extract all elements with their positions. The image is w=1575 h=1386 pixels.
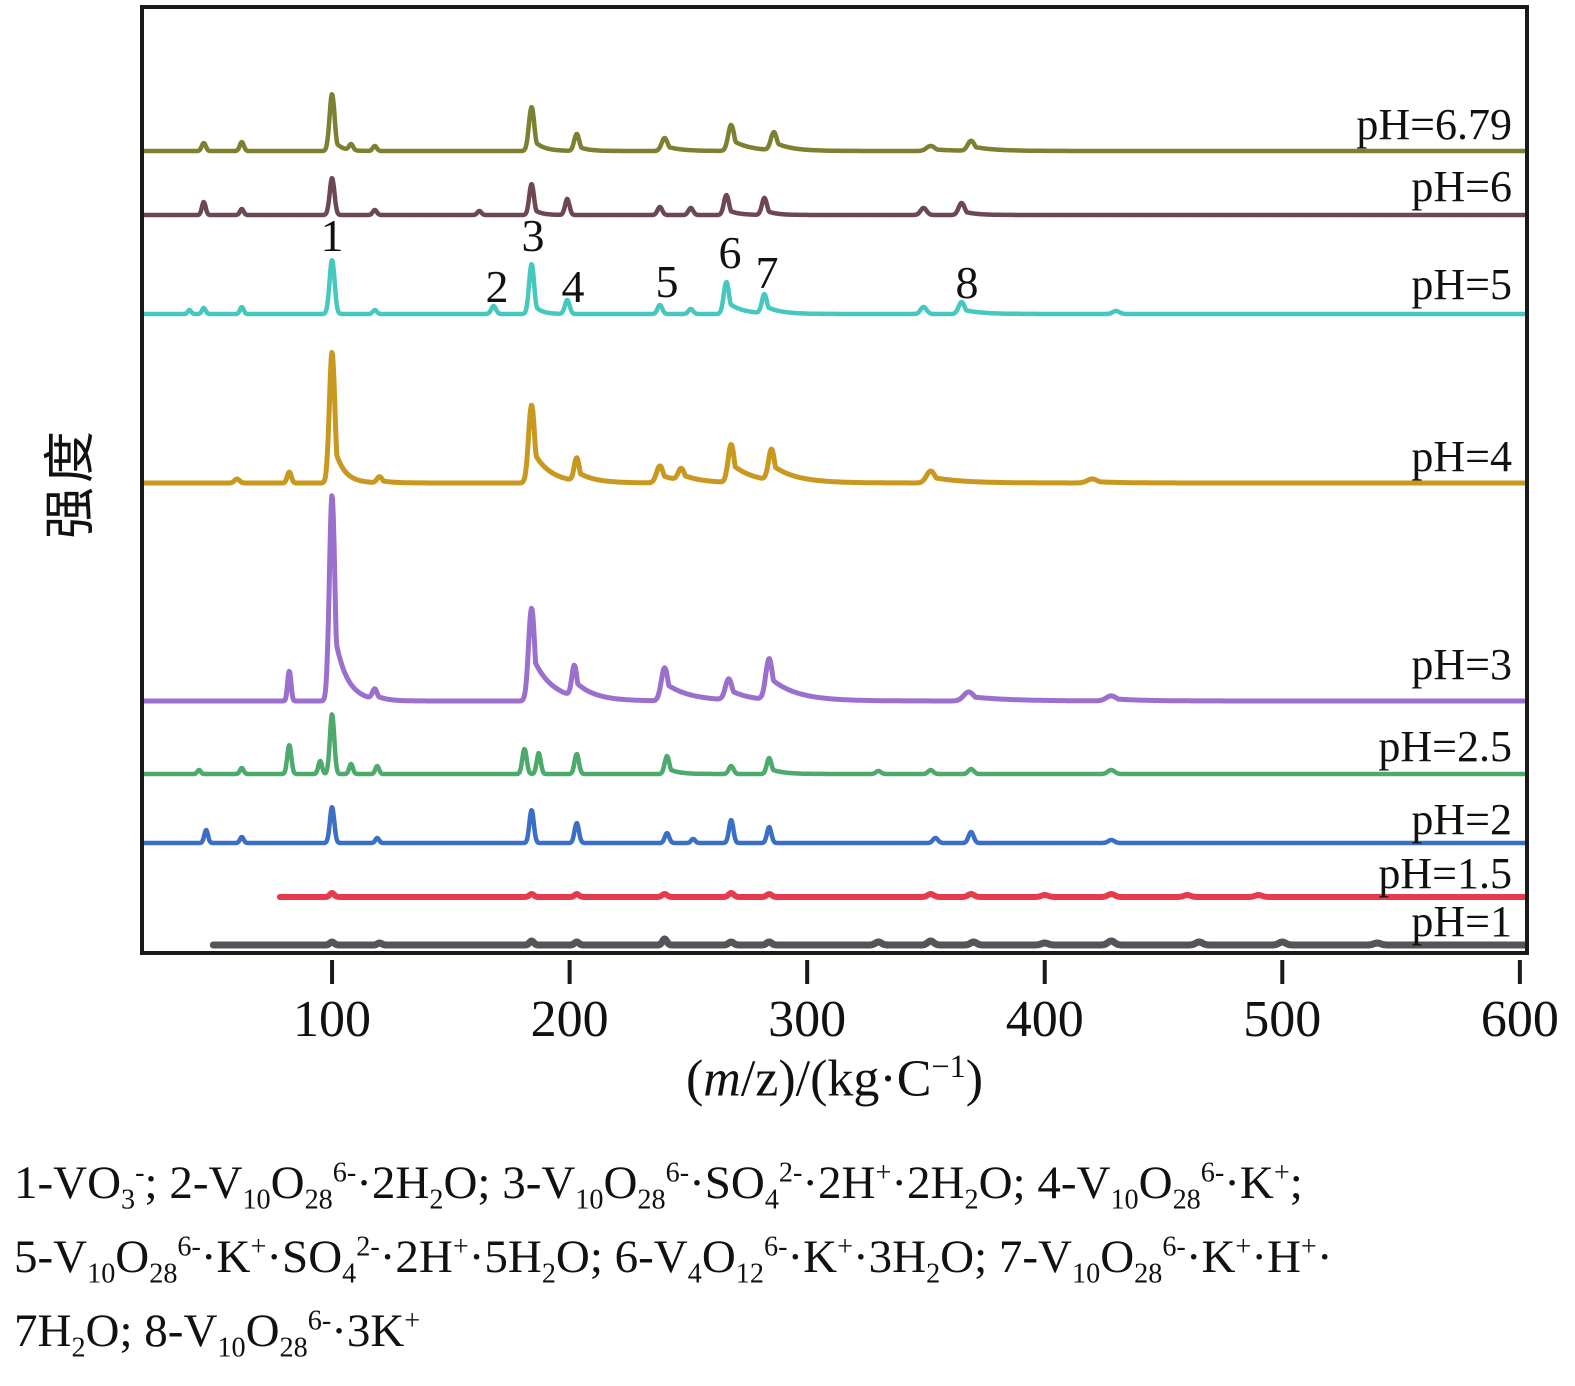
trace-pH=1 [209, 935, 1528, 949]
peak-number-8: 8 [956, 257, 979, 308]
series-label-pH=6.79: pH=6.79 [1356, 100, 1512, 149]
spectra-chart: 100 200 300 400 500 600 pH=6.79 pH=6 pH=5 pH=4 pH=… [140, 5, 1559, 1048]
peak-number-1: 1 [321, 210, 344, 261]
series-label-pH=1.5: pH=1.5 [1378, 849, 1512, 898]
caption-line-1: 1-VO3-; 2-V10O286-·2H2O; 3-V10O286-·SO42… [14, 1157, 1303, 1216]
series-label-pH=2.5: pH=2.5 [1378, 722, 1512, 771]
trace-pH=5 [142, 257, 1527, 317]
peak-number-7: 7 [756, 247, 779, 298]
y-axis-label: 强度 [42, 427, 100, 540]
peak-number-3: 3 [522, 210, 545, 261]
x-tick-label-100: 100 [293, 991, 371, 1048]
series-label-pH=4: pH=4 [1411, 432, 1512, 481]
trace-pH=2 [142, 804, 1527, 846]
caption-line-2: 5-V10O286-·K+·SO42-·2H+·5H2O; 6-V4O126-·… [14, 1231, 1333, 1290]
caption-line-3: 7H2O; 8-V10O286-·3K+ [14, 1305, 421, 1364]
plot-frame [140, 5, 1529, 955]
x-tick-label-400: 400 [1006, 991, 1084, 1048]
peak-number-6: 6 [719, 227, 742, 278]
trace-pH=4 [141, 350, 1527, 486]
x-axis-label: (m/z)/(kg·C−1) [685, 1048, 984, 1108]
peak-number-4: 4 [562, 261, 585, 312]
series-label-pH=5: pH=5 [1411, 260, 1512, 309]
peak-number-5: 5 [656, 256, 679, 307]
x-tick-label-300: 300 [768, 991, 846, 1048]
trace-pH=2.5 [142, 712, 1527, 777]
series-label-pH=2: pH=2 [1411, 795, 1512, 844]
peak-number-2: 2 [486, 261, 509, 312]
series-label-pH=6: pH=6 [1411, 162, 1512, 211]
trace-pH=6 [142, 175, 1527, 218]
trace-pH=1.5 [276, 890, 1528, 900]
x-tick-label-200: 200 [531, 991, 609, 1048]
x-tick-label-500: 500 [1243, 991, 1321, 1048]
trace-pH=3 [141, 493, 1527, 704]
x-tick-label-600: 600 [1481, 991, 1559, 1048]
caption: 1-VO3-; 2-V10O286-·2H2O; 3-V10O286-·SO42… [14, 1146, 1566, 1368]
series-label-pH=3: pH=3 [1411, 640, 1512, 689]
series-label-pH=1: pH=1 [1411, 897, 1512, 946]
trace-pH=6.79 [142, 92, 1527, 154]
